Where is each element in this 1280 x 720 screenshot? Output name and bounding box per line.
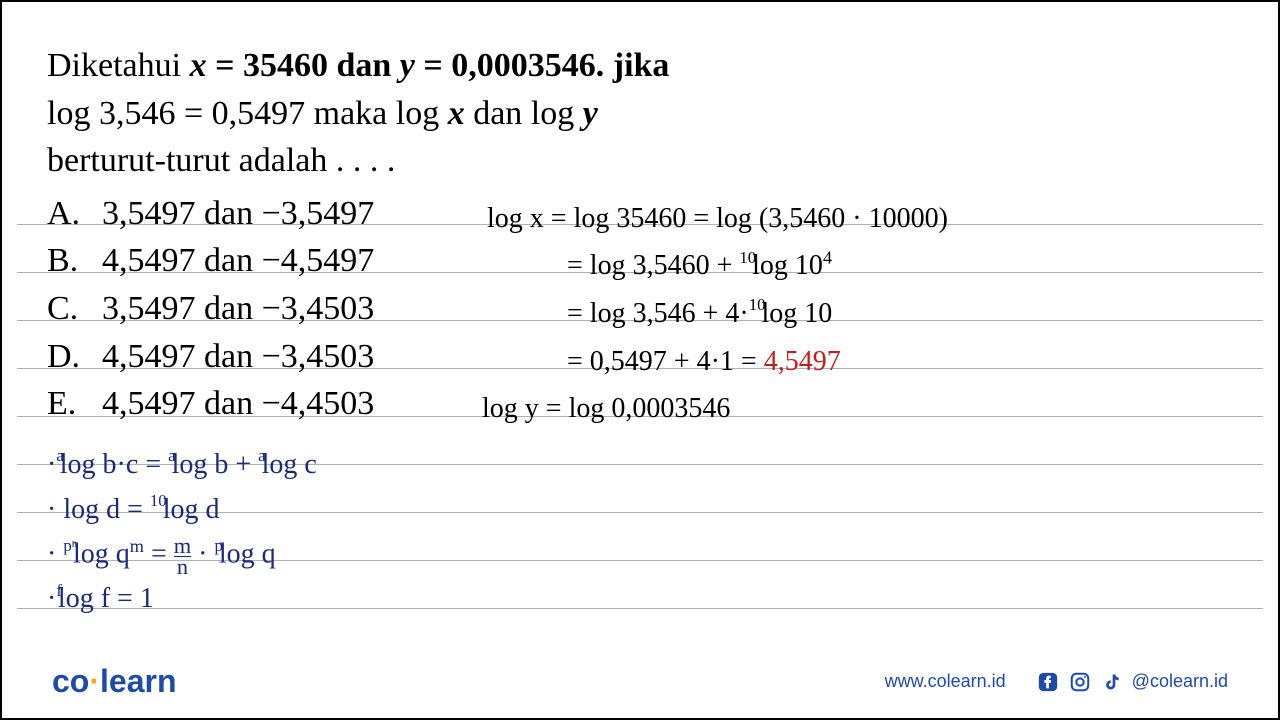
f3-p1: log q (73, 539, 130, 570)
solution-line-2: = log 3,5460 + 10log 104 (477, 242, 1228, 290)
q-eq2: = 0,0003546. jika (415, 47, 670, 84)
option-c-text: 3,5497 dan −3,4503 (102, 285, 374, 333)
option-b-letter: B. (47, 237, 102, 285)
s3: log 3,546 + 4· (590, 298, 749, 329)
solution-line-5: log y = log 0,0003546 (477, 385, 1228, 433)
option-b: B.4,5497 dan −4,5497 (47, 237, 477, 285)
s3-sup: 10 (749, 295, 766, 314)
f1-s2: a (168, 446, 175, 465)
option-e-text: 4,5497 dan −4,4503 (102, 380, 374, 428)
solution-line-4: = 0,5497 + 4·1 = 4,5497 (477, 338, 1228, 386)
f1-s1: a (56, 446, 63, 465)
f3-s1: pⁿ (63, 536, 77, 555)
s4-result: 4,5497 (764, 346, 841, 377)
formula-1: ·alog b·c = alog b + alog c (47, 443, 1228, 488)
option-a: A.3,5497 dan −3,5497 (47, 190, 477, 238)
f1-s3: a (258, 446, 265, 465)
s4-eq: = (567, 346, 590, 377)
q-var-y: y (400, 47, 415, 84)
solution-line-1: log x = log 35460 = log (3,5460 · 10000) (477, 195, 1228, 243)
solution-area: log x = log 35460 = log (3,5460 · 10000)… (477, 190, 1228, 433)
f4-b: · (47, 583, 56, 614)
formula-2: · log d = 10log d (47, 488, 1228, 533)
s2-eq: = (567, 250, 590, 281)
social-links: @colearn.id (1036, 670, 1228, 694)
q-var-x: x (190, 47, 207, 84)
tiktok-icon (1100, 670, 1124, 694)
formula-notes: ·alog b·c = alog b + alog c · log d = 10… (47, 443, 1228, 623)
q-line2-prefix: log 3,546 = 0,5497 maka log (47, 95, 448, 132)
f3-mid: = (144, 539, 174, 570)
facebook-icon (1036, 670, 1060, 694)
f3-s3: p (215, 536, 223, 555)
footer-url: www.colearn.id (885, 671, 1006, 692)
q-eq1: = 35460 dan (207, 47, 400, 84)
option-a-letter: A. (47, 190, 102, 238)
solution-line-3: = log 3,546 + 4·10log 10 (477, 290, 1228, 338)
f2-p1: · log d = (47, 494, 150, 525)
f3-dot: · (191, 539, 214, 570)
s3-eq: = (567, 298, 590, 329)
f1-p1: log b·c = (60, 449, 168, 480)
f1-p2: log b + (172, 449, 259, 480)
f3-p2: log q (219, 539, 276, 570)
option-b-text: 4,5497 dan −4,5497 (102, 237, 374, 285)
s1-left: log x = (487, 203, 574, 234)
option-c-letter: C. (47, 285, 102, 333)
s2: log 3,5460 + (590, 250, 740, 281)
f4-p1: log f = 1 (58, 583, 154, 614)
s4: 0,5497 + 4·1 = (590, 346, 764, 377)
formula-4: ·flog f = 1 (47, 577, 1228, 622)
f4-s: f (56, 581, 62, 600)
q-var-y2: y (583, 95, 598, 132)
logo-co: co (52, 663, 89, 699)
answer-options: A.3,5497 dan −3,5497 B.4,5497 dan −4,549… (47, 190, 477, 433)
logo-learn: learn (100, 663, 176, 699)
s1: log 35460 = log (3,5460 · 10000) (574, 203, 948, 234)
option-d-text: 4,5497 dan −3,4503 (102, 333, 374, 381)
footer: co·learn www.colearn.id @colearn.id (2, 663, 1278, 700)
s2-sup: 10 (739, 248, 756, 267)
option-d-letter: D. (47, 333, 102, 381)
q-var-x2: x (448, 95, 465, 132)
option-a-text: 3,5497 dan −3,5497 (102, 190, 374, 238)
s3-tail: log 10 (761, 298, 832, 329)
s2-tail: log 10 (752, 250, 823, 281)
s5: log 0,0003546 (569, 393, 731, 424)
q-line2-mid: dan log (465, 95, 583, 132)
f3-s2: m (130, 536, 144, 556)
q-line1-prefix: Diketahui (47, 47, 190, 84)
option-e-letter: E. (47, 380, 102, 428)
question-text: Diketahui x = 35460 dan y = 0,0003546. j… (47, 42, 1228, 185)
f1-p3: log c (262, 449, 317, 480)
f2-s: 10 (150, 491, 167, 510)
f2-p2: log d (163, 494, 220, 525)
option-c: C.3,5497 dan −3,4503 (47, 285, 477, 333)
q-line3: berturut-turut adalah . . . . (47, 142, 395, 179)
s5-left: log y = (482, 393, 569, 424)
f3-fd: n (174, 557, 191, 577)
logo-dot: · (89, 663, 100, 699)
f3-b: · (47, 539, 63, 570)
footer-handle: @colearn.id (1132, 671, 1228, 692)
f1-b: · (47, 449, 56, 480)
formula-3: · pⁿlog qm = mn · plog q (47, 532, 1228, 577)
option-d: D.4,5497 dan −3,4503 (47, 333, 477, 381)
instagram-icon (1068, 670, 1092, 694)
s2-exp: 4 (823, 248, 832, 268)
brand-logo: co·learn (52, 663, 176, 700)
option-e: E.4,5497 dan −4,4503 (47, 380, 477, 428)
